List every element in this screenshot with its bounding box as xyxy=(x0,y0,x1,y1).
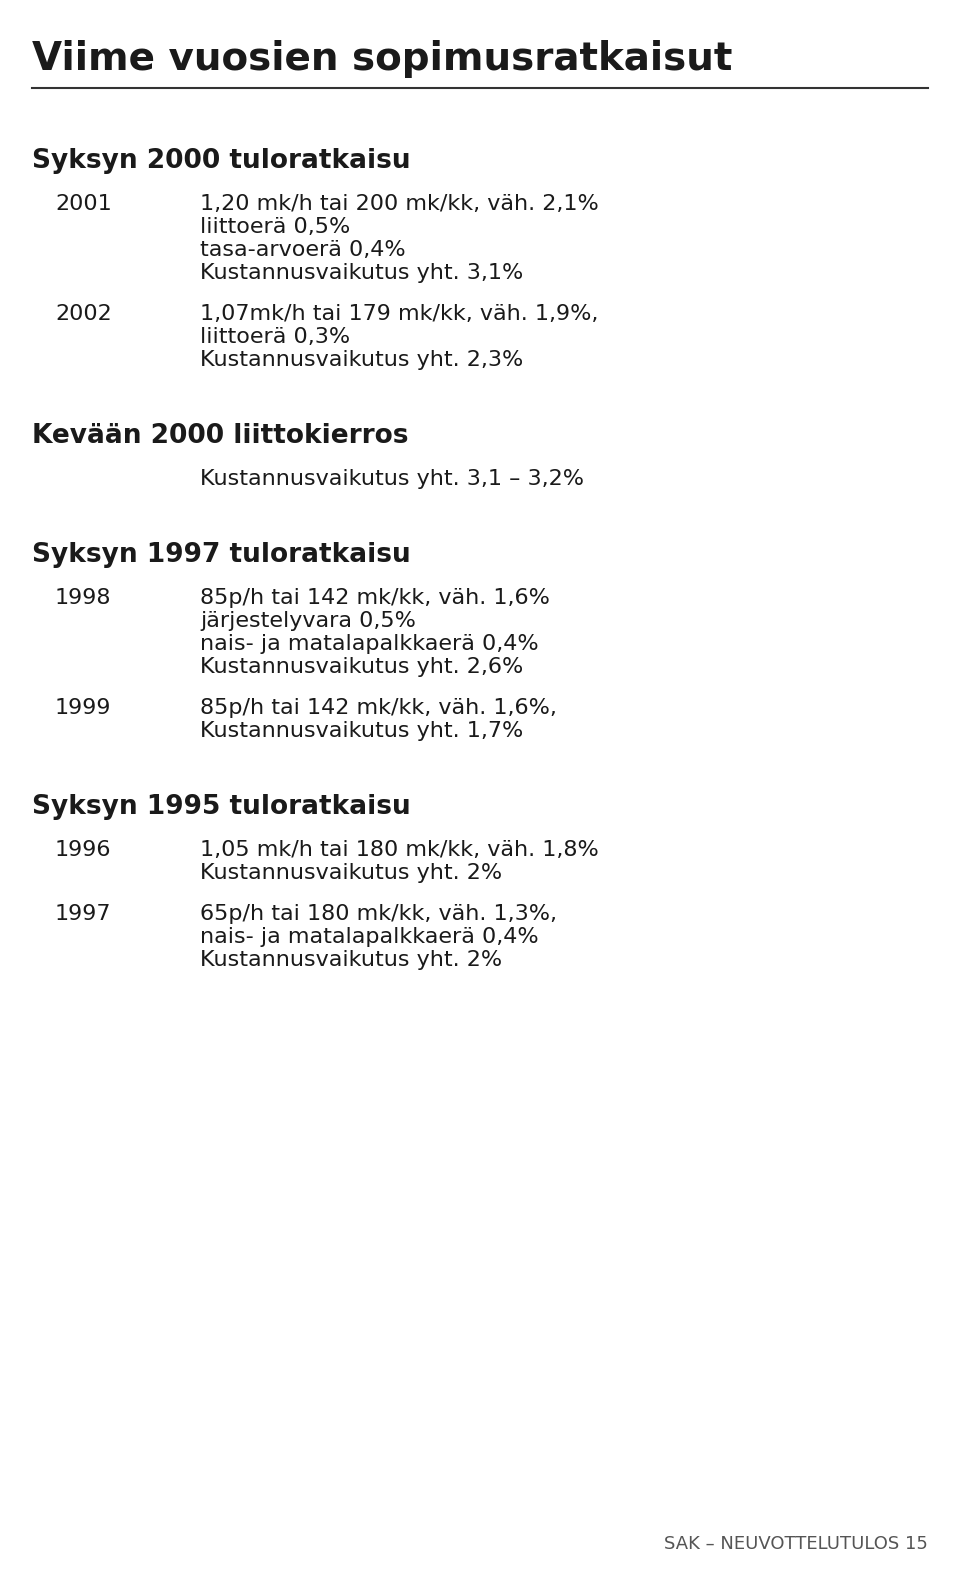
Text: liittoerä 0,3%: liittoerä 0,3% xyxy=(200,328,350,347)
Text: 1996: 1996 xyxy=(55,841,111,860)
Text: Syksyn 1997 tuloratkaisu: Syksyn 1997 tuloratkaisu xyxy=(32,541,411,568)
Text: Syksyn 2000 tuloratkaisu: Syksyn 2000 tuloratkaisu xyxy=(32,147,411,174)
Text: SAK – NEUVOTTELUTULOS 15: SAK – NEUVOTTELUTULOS 15 xyxy=(664,1536,928,1553)
Text: Kustannusvaikutus yht. 3,1 – 3,2%: Kustannusvaikutus yht. 3,1 – 3,2% xyxy=(200,469,584,489)
Text: nais- ja matalapalkkaerä 0,4%: nais- ja matalapalkkaerä 0,4% xyxy=(200,928,539,947)
Text: Kustannusvaikutus yht. 2%: Kustannusvaikutus yht. 2% xyxy=(200,950,502,970)
Text: 1997: 1997 xyxy=(55,904,111,924)
Text: Kevään 2000 liittokierros: Kevään 2000 liittokierros xyxy=(32,423,409,450)
Text: 1,20 mk/h tai 200 mk/kk, väh. 2,1%: 1,20 mk/h tai 200 mk/kk, väh. 2,1% xyxy=(200,195,599,214)
Text: Kustannusvaikutus yht. 1,7%: Kustannusvaikutus yht. 1,7% xyxy=(200,720,523,741)
Text: Syksyn 1995 tuloratkaisu: Syksyn 1995 tuloratkaisu xyxy=(32,795,411,820)
Text: liittoerä 0,5%: liittoerä 0,5% xyxy=(200,217,350,237)
Text: 1,07mk/h tai 179 mk/kk, väh. 1,9%,: 1,07mk/h tai 179 mk/kk, väh. 1,9%, xyxy=(200,304,598,325)
Text: tasa-arvoerä 0,4%: tasa-arvoerä 0,4% xyxy=(200,241,406,260)
Text: 85p/h tai 142 mk/kk, väh. 1,6%,: 85p/h tai 142 mk/kk, väh. 1,6%, xyxy=(200,698,557,719)
Text: 65p/h tai 180 mk/kk, väh. 1,3%,: 65p/h tai 180 mk/kk, väh. 1,3%, xyxy=(200,904,557,924)
Text: Kustannusvaikutus yht. 2,6%: Kustannusvaikutus yht. 2,6% xyxy=(200,657,523,678)
Text: 1998: 1998 xyxy=(55,587,111,608)
Text: 2002: 2002 xyxy=(55,304,111,325)
Text: Kustannusvaikutus yht. 2%: Kustannusvaikutus yht. 2% xyxy=(200,863,502,883)
Text: Kustannusvaikutus yht. 3,1%: Kustannusvaikutus yht. 3,1% xyxy=(200,263,523,283)
Text: 1,05 mk/h tai 180 mk/kk, väh. 1,8%: 1,05 mk/h tai 180 mk/kk, väh. 1,8% xyxy=(200,841,599,860)
Text: Kustannusvaikutus yht. 2,3%: Kustannusvaikutus yht. 2,3% xyxy=(200,350,523,370)
Text: 1999: 1999 xyxy=(55,698,111,719)
Text: Viime vuosien sopimusratkaisut: Viime vuosien sopimusratkaisut xyxy=(32,40,732,78)
Text: järjestelyvara 0,5%: järjestelyvara 0,5% xyxy=(200,611,416,632)
Text: nais- ja matalapalkkaerä 0,4%: nais- ja matalapalkkaerä 0,4% xyxy=(200,635,539,654)
Text: 85p/h tai 142 mk/kk, väh. 1,6%: 85p/h tai 142 mk/kk, väh. 1,6% xyxy=(200,587,550,608)
Text: 2001: 2001 xyxy=(55,195,111,214)
